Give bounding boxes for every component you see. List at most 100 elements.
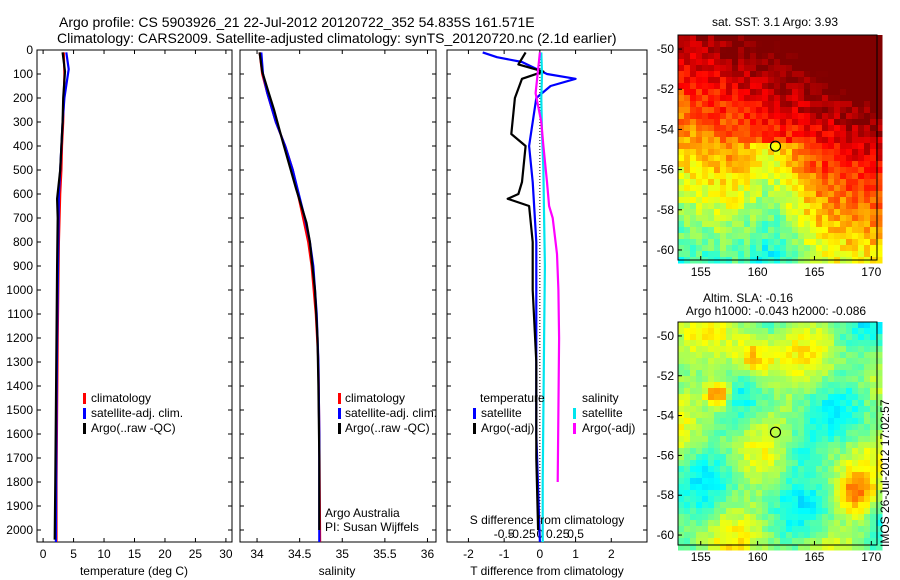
heatmap-cell <box>702 418 709 425</box>
heatmap-cell <box>732 113 739 120</box>
heatmap-cell <box>684 209 691 216</box>
heatmap-cell <box>726 538 733 545</box>
heatmap-cell <box>678 376 685 383</box>
heatmap-cell <box>798 544 805 551</box>
heatmap-cell <box>762 436 769 443</box>
heatmap-cell <box>678 209 685 216</box>
heatmap-cell <box>852 137 859 144</box>
heatmap-cell <box>702 245 709 252</box>
heatmap-cell <box>702 221 709 228</box>
map-y-tick-label: -50 <box>657 42 675 56</box>
y-tick-label: 600 <box>13 187 33 201</box>
heatmap-cell <box>798 334 805 341</box>
heatmap-cell <box>810 430 817 437</box>
heatmap-cell <box>690 113 697 120</box>
heatmap-cell <box>852 496 859 503</box>
heatmap-cell <box>714 149 721 156</box>
map-x-tick-label: 155 <box>691 550 711 564</box>
heatmap-cell <box>840 221 847 228</box>
heatmap-cell <box>846 113 853 120</box>
heatmap-cell <box>864 376 871 383</box>
heatmap-cell <box>864 203 871 210</box>
heatmap-cell <box>684 400 691 407</box>
heatmap-cell <box>786 59 793 66</box>
heatmap-cell <box>756 538 763 545</box>
legend-swatch-argo <box>83 423 86 434</box>
heatmap-cell <box>696 514 703 521</box>
heatmap-cell <box>702 239 709 246</box>
heatmap-cell <box>834 508 841 515</box>
heatmap-cell <box>762 239 769 246</box>
heatmap-cell <box>780 340 787 347</box>
heatmap-cell <box>786 478 793 485</box>
heatmap-cell <box>708 430 715 437</box>
heatmap-cell <box>750 424 757 431</box>
heatmap-cell <box>786 406 793 413</box>
heatmap-cell <box>870 131 877 138</box>
heatmap-cell <box>696 472 703 479</box>
heatmap-cell <box>876 89 883 96</box>
heatmap-cell <box>822 376 829 383</box>
heatmap-cell <box>720 370 727 377</box>
heatmap-cell <box>786 161 793 168</box>
heatmap-cell <box>864 77 871 84</box>
heatmap-cell <box>840 466 847 473</box>
x-tick-label: 20 <box>158 547 172 561</box>
difference-legend-s-argo: Argo(-adj) <box>582 421 635 435</box>
heatmap-cell <box>858 173 865 180</box>
heatmap-cell <box>870 346 877 353</box>
heatmap-cell <box>708 251 715 258</box>
heatmap-cell <box>726 233 733 240</box>
heatmap-cell <box>840 520 847 527</box>
heatmap-cell <box>738 77 745 84</box>
heatmap-cell <box>696 239 703 246</box>
heatmap-cell <box>828 251 835 258</box>
heatmap-cell <box>828 418 835 425</box>
x-tick-label: 25 <box>189 547 203 561</box>
heatmap-cell <box>762 322 769 329</box>
heatmap-cell <box>846 233 853 240</box>
heatmap-cell <box>708 340 715 347</box>
heatmap-cell <box>720 478 727 485</box>
heatmap-cell <box>858 520 865 527</box>
heatmap-cell <box>720 167 727 174</box>
heatmap-cell <box>774 191 781 198</box>
heatmap-cell <box>732 394 739 401</box>
heatmap-cell <box>708 346 715 353</box>
heatmap-cell <box>750 203 757 210</box>
heatmap-cell <box>834 484 841 491</box>
heatmap-cell <box>876 454 883 461</box>
heatmap-cell <box>804 334 811 341</box>
heatmap-cell <box>690 101 697 108</box>
heatmap-cell <box>738 233 745 240</box>
heatmap-cell <box>690 364 697 371</box>
heatmap-cell <box>876 532 883 539</box>
heatmap-cell <box>810 328 817 335</box>
heatmap-cell <box>792 340 799 347</box>
heatmap-cell <box>774 454 781 461</box>
heatmap-cell <box>768 424 775 431</box>
heatmap-cell <box>756 406 763 413</box>
heatmap-cell <box>816 346 823 353</box>
heatmap-cell <box>786 418 793 425</box>
heatmap-cell <box>846 107 853 114</box>
heatmap-cell <box>786 382 793 389</box>
heatmap-cell <box>708 125 715 132</box>
heatmap-cell <box>864 89 871 96</box>
heatmap-cell <box>762 484 769 491</box>
heatmap-cell <box>762 478 769 485</box>
heatmap-cell <box>864 101 871 108</box>
heatmap-cell <box>816 436 823 443</box>
heatmap-cell <box>768 496 775 503</box>
heatmap-cell <box>864 532 871 539</box>
heatmap-cell <box>696 466 703 473</box>
heatmap-cell <box>852 460 859 467</box>
heatmap-cell <box>792 412 799 419</box>
heatmap-cell <box>714 520 721 527</box>
heatmap-cell <box>858 538 865 545</box>
heatmap-cell <box>786 113 793 120</box>
heatmap-cell <box>864 334 871 341</box>
heatmap-cell <box>810 508 817 515</box>
heatmap-cell <box>720 322 727 329</box>
heatmap-cell <box>744 95 751 102</box>
